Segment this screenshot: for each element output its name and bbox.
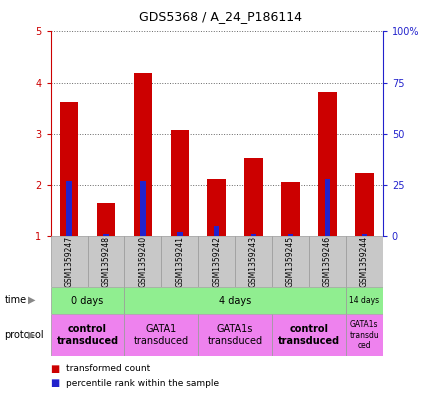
Bar: [171, 130, 189, 236]
Text: GSM1359243: GSM1359243: [249, 236, 258, 287]
Text: GATA1
transduced: GATA1 transduced: [134, 324, 189, 346]
Bar: [51, 236, 88, 287]
Text: percentile rank within the sample: percentile rank within the sample: [66, 379, 219, 387]
Text: transformed count: transformed count: [66, 364, 150, 373]
Bar: [66, 181, 72, 236]
Text: 0 days: 0 days: [71, 296, 104, 306]
Bar: [272, 236, 309, 287]
Bar: [134, 73, 152, 236]
Text: control
transduced: control transduced: [56, 324, 118, 346]
Text: GSM1359246: GSM1359246: [323, 236, 332, 287]
Bar: [235, 236, 272, 287]
Bar: [355, 173, 374, 236]
Bar: [140, 181, 146, 236]
Bar: [251, 234, 257, 236]
Text: GSM1359247: GSM1359247: [65, 236, 73, 287]
Text: GDS5368 / A_24_P186114: GDS5368 / A_24_P186114: [139, 10, 301, 23]
Bar: [198, 236, 235, 287]
Text: GSM1359240: GSM1359240: [138, 236, 147, 287]
Bar: [51, 287, 125, 314]
Bar: [281, 182, 300, 236]
Bar: [198, 314, 272, 356]
Text: GSM1359242: GSM1359242: [212, 236, 221, 287]
Bar: [288, 234, 293, 236]
Text: ■: ■: [51, 378, 60, 388]
Text: 4 days: 4 days: [219, 296, 251, 306]
Bar: [346, 314, 383, 356]
Text: ▶: ▶: [28, 295, 36, 305]
Bar: [177, 232, 183, 236]
Bar: [244, 158, 263, 236]
Text: GSM1359248: GSM1359248: [102, 236, 110, 287]
Bar: [362, 234, 367, 236]
Bar: [125, 314, 198, 356]
Bar: [60, 102, 78, 236]
Text: GATA1s
transduced: GATA1s transduced: [208, 324, 263, 346]
Bar: [125, 236, 161, 287]
Text: 14 days: 14 days: [349, 296, 379, 305]
Text: GATA1s
transdu
ced: GATA1s transdu ced: [349, 320, 379, 350]
Text: protocol: protocol: [4, 330, 44, 340]
Bar: [214, 226, 220, 236]
Bar: [97, 203, 115, 236]
Text: ▶: ▶: [28, 330, 36, 340]
Text: GSM1359245: GSM1359245: [286, 236, 295, 287]
Text: GSM1359241: GSM1359241: [175, 236, 184, 287]
Bar: [88, 236, 125, 287]
Bar: [309, 236, 346, 287]
Bar: [346, 236, 383, 287]
Bar: [272, 314, 346, 356]
Bar: [346, 287, 383, 314]
Text: time: time: [4, 295, 26, 305]
Bar: [318, 92, 337, 236]
Bar: [208, 178, 226, 236]
Text: control
transduced: control transduced: [278, 324, 340, 346]
Text: GSM1359244: GSM1359244: [360, 236, 369, 287]
Bar: [51, 314, 125, 356]
Bar: [325, 178, 330, 236]
Bar: [103, 234, 109, 236]
Bar: [161, 236, 198, 287]
Text: ■: ■: [51, 364, 60, 374]
Bar: [125, 287, 346, 314]
